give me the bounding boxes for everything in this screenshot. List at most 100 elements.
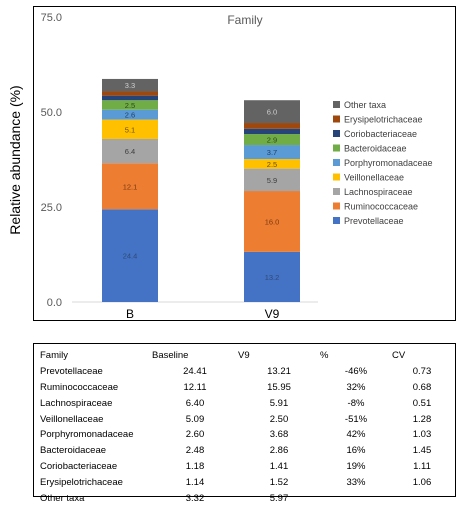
cell-percent: -51% — [344, 413, 368, 425]
bar-segment-other-taxa-v9 — [244, 100, 300, 124]
table-row: Ruminococcaceae 12.11 15.95 32% 0.68 — [40, 380, 452, 396]
legend-label: Bacteroidaceae — [344, 144, 407, 154]
legend-swatch — [333, 188, 340, 195]
cell-family: Bacteroidaceae — [40, 445, 107, 457]
bar-segment-lachnospiraceae-v9 — [244, 168, 300, 192]
cell-family: Porphyromonadaceae — [40, 429, 134, 441]
y-tick-label: 75.0 — [41, 12, 62, 24]
bar-segment-coriobacteriaceae-b — [102, 95, 158, 101]
cell-v9: 2.50 — [269, 413, 289, 425]
cell-percent — [320, 490, 392, 506]
table-row: Erysipelotrichaceae 1.14 1.52 33% 1.06 — [40, 474, 452, 490]
legend-label: Other taxa — [344, 100, 386, 110]
data-label: 5.1 — [125, 125, 135, 134]
legend-swatch — [333, 173, 340, 181]
legend-swatch — [333, 159, 340, 166]
header-baseline: Baseline — [152, 350, 189, 362]
cell-v9: 3.68 — [269, 429, 289, 441]
cell-family: Erysipelotrichaceae — [40, 476, 123, 488]
legend-label: Porphyromonadaceae — [344, 158, 433, 168]
table-row: Lachnospiraceae 6.40 5.91 -8% 0.51 — [40, 395, 452, 411]
cell-v9: 13.21 — [267, 366, 291, 378]
cell-percent: 32% — [346, 381, 366, 393]
bar-segment-lachnospiraceae-b — [102, 138, 158, 164]
data-label: 3.3 — [125, 81, 135, 90]
cell-percent: 19% — [346, 460, 366, 472]
data-label: 13.2 — [265, 273, 280, 282]
cell-percent: 16% — [346, 445, 366, 457]
x-tick-label: B — [126, 307, 134, 321]
data-label: 12.1 — [123, 182, 138, 191]
chart-frame — [33, 6, 456, 321]
cell-v9: 1.52 — [269, 476, 289, 488]
table-row: Porphyromonadaceae 2.60 3.68 42% 1.03 — [40, 427, 452, 443]
header-family: Family — [40, 350, 68, 362]
chart-title: Family — [227, 13, 262, 27]
cell-cv — [392, 490, 452, 506]
cell-percent: 42% — [346, 429, 366, 441]
x-tick-label: V9 — [265, 307, 280, 321]
table-row: Bacteroidaceae 2.48 2.86 16% 1.45 — [40, 443, 452, 459]
data-label: 3.7 — [267, 148, 277, 157]
legend-label: Coriobacteriaceae — [344, 129, 417, 139]
cell-cv: 0.51 — [412, 397, 432, 409]
header-v9: V9 — [238, 350, 250, 362]
stacked-bar-chart: 0.0 25.0 50.0 75.0 Relative abundance (%) Fam… — [7, 12, 433, 321]
data-label: 6.0 — [267, 108, 277, 117]
cell-v9: 1.41 — [269, 460, 289, 472]
cell-baseline: 24.41 — [183, 366, 207, 378]
table-row: Veillonellaceae 5.09 2.50 -51% 1.28 — [40, 411, 452, 427]
header-percent: % — [320, 350, 329, 362]
bar-segment-prevotellaceae-v9 — [244, 251, 300, 302]
legend-swatch — [333, 130, 340, 137]
data-label: 16.0 — [265, 217, 280, 226]
cell-percent: 33% — [346, 476, 366, 488]
cell-family: Prevotellaceae — [40, 366, 103, 378]
data-label: 2.5 — [267, 160, 277, 169]
legend-swatch — [333, 115, 340, 123]
cell-baseline: 12.11 — [183, 381, 207, 393]
bar-segment-other-taxa-b — [102, 78, 158, 92]
cell-family: Coriobacteriaceae — [40, 460, 118, 472]
data-label: 5.9 — [267, 176, 277, 185]
y-axis-label: Relative abundance (%) — [7, 85, 23, 234]
cell-cv: 0.73 — [412, 366, 432, 378]
table-row: Other taxa 3.32 5.97 — [40, 490, 452, 506]
cell-percent: -8% — [347, 397, 365, 409]
cell-baseline: 2.60 — [185, 429, 205, 441]
cell-family: Veillonellaceae — [40, 413, 104, 425]
legend-label: Lachnospiraceae — [344, 187, 413, 197]
y-tick-label: 0.0 — [47, 297, 62, 309]
cell-family: Lachnospiraceae — [40, 397, 113, 409]
data-label: 24.4 — [123, 252, 138, 261]
bar-segment-ruminococcaceae-v9 — [244, 191, 300, 252]
legend-swatch — [333, 144, 340, 152]
cell-baseline: 6.40 — [185, 397, 205, 409]
legend-label: Veillonellaceae — [344, 173, 404, 183]
cell-cv: 1.45 — [412, 445, 432, 457]
bar-segment-veillonellaceae-v9 — [244, 159, 300, 169]
cell-baseline: 2.48 — [185, 445, 205, 457]
cell-baseline: 3.32 — [185, 492, 205, 504]
y-tick-label: 25.0 — [41, 202, 62, 214]
data-label: 2.6 — [125, 111, 135, 120]
legend-label: Prevotellaceae — [344, 216, 404, 226]
table-row: Coriobacteriaceae 1.18 1.41 19% 1.11 — [40, 459, 452, 475]
cell-cv: 0.68 — [412, 381, 432, 393]
bar-segment-prevotellaceae-b — [102, 209, 158, 302]
bar-segment-ruminococcaceae-b — [102, 163, 158, 210]
cell-cv: 1.11 — [413, 460, 431, 472]
cell-family: Ruminococcaceae — [40, 381, 119, 393]
cell-baseline: 1.14 — [185, 476, 205, 488]
table-row: Prevotellaceae 24.41 13.21 -46% 0.73 — [40, 364, 452, 380]
bar-segment-coriobacteriaceae-v9 — [244, 128, 300, 135]
legend-swatch — [333, 202, 340, 210]
summary-table: Family Baseline V9 % CV Prevotellaceae 24… — [40, 348, 452, 506]
y-tick-label: 50.0 — [41, 107, 62, 119]
cell-cv: 1.28 — [412, 413, 432, 425]
legend-label: Erysipelotrichaceae — [344, 115, 423, 125]
bar-segment-veillonellaceae-b — [102, 119, 158, 139]
summary-table-frame: Family Baseline V9 % CV Prevotellaceae 24… — [33, 343, 456, 504]
data-label: 6.4 — [125, 147, 135, 156]
bar-segment-erysipelotrichaceae-b — [102, 91, 158, 96]
